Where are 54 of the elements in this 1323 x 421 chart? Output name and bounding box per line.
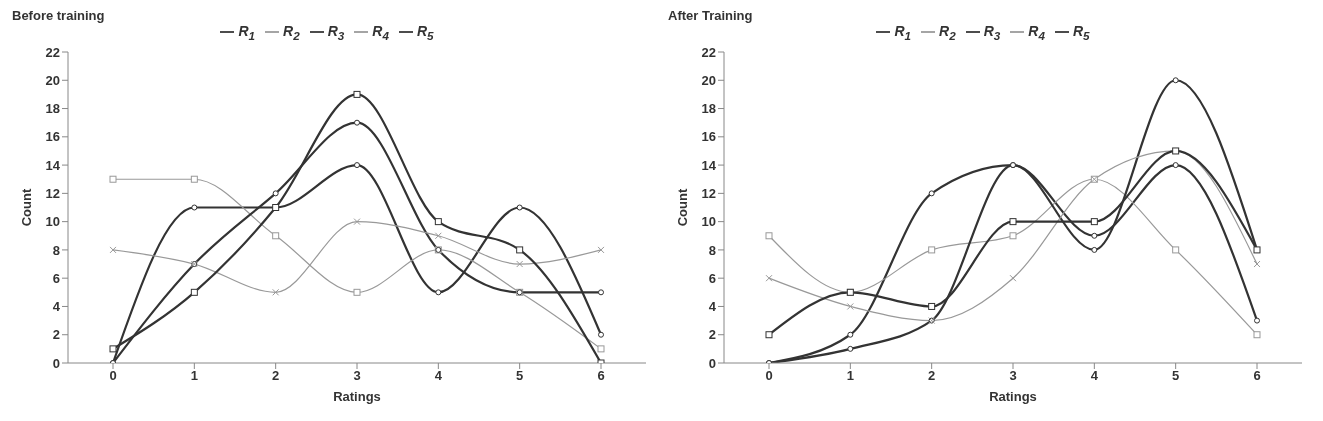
legend-label: R$_{4}$: [372, 23, 389, 42]
y-tick-label: 10: [45, 214, 60, 230]
legend-label: R$_{3}$: [983, 23, 1001, 42]
y-tick-label: 20: [701, 72, 716, 88]
legend-label: R$_{5}$: [1072, 23, 1090, 42]
y-tick-label: 22: [701, 44, 716, 60]
y-tick-label: 10: [701, 214, 716, 230]
legend-label: R$_{4}$: [1028, 23, 1045, 42]
legend-label: R$_{3}$: [327, 23, 345, 42]
y-tick-label: 16: [45, 129, 60, 145]
x-axis-title: Ratings: [333, 389, 381, 404]
x-tick-label: 5: [1172, 368, 1180, 384]
y-tick-label: 2: [52, 327, 60, 343]
y-tick-label: 0: [708, 355, 716, 371]
x-tick-label: 0: [765, 368, 773, 384]
y-tick-label: 8: [708, 242, 716, 258]
chart-title: After Training: [668, 8, 753, 23]
y-axis-title: Count: [674, 188, 690, 227]
y-tick-label: 8: [52, 242, 60, 258]
x-axis-title: Ratings: [989, 389, 1037, 404]
y-tick-label: 20: [45, 72, 60, 88]
x-tick-label: 0: [109, 368, 117, 384]
y-tick-label: 0: [52, 355, 60, 371]
x-tick-label: 1: [190, 368, 198, 384]
y-tick-label: 14: [45, 157, 61, 173]
y-tick-label: 12: [701, 185, 716, 201]
y-tick-label: 2: [708, 327, 716, 343]
x-tick-label: 1: [846, 368, 854, 384]
x-tick-label: 5: [516, 368, 524, 384]
x-tick-label: 4: [1090, 368, 1099, 384]
y-tick-label: 16: [701, 129, 716, 145]
y-tick-label: 22: [45, 44, 60, 60]
legend-label: R$_{1}$: [238, 23, 256, 42]
x-tick-label: 3: [1009, 368, 1017, 384]
x-tick-label: 2: [272, 368, 280, 384]
y-tick-label: 4: [52, 299, 61, 315]
legend-label: R$_{5}$: [416, 23, 434, 42]
chart-title: Before training: [12, 8, 105, 23]
legend-label: R$_{2}$: [283, 23, 300, 42]
y-tick-label: 6: [52, 270, 60, 286]
y-tick-label: 14: [701, 157, 717, 173]
legend-label: R$_{1}$: [894, 23, 912, 42]
y-axis-title: Count: [18, 188, 34, 227]
legend-label: R$_{2}$: [939, 23, 956, 42]
x-tick-label: 6: [597, 368, 605, 384]
x-tick-label: 6: [1253, 368, 1261, 384]
x-tick-label: 2: [928, 368, 936, 384]
y-tick-label: 12: [45, 185, 60, 201]
y-tick-label: 6: [708, 270, 716, 286]
y-tick-label: 18: [701, 101, 716, 117]
y-tick-label: 4: [708, 299, 717, 315]
y-tick-label: 18: [45, 101, 60, 117]
x-tick-label: 3: [353, 368, 361, 384]
x-tick-label: 4: [434, 368, 443, 384]
